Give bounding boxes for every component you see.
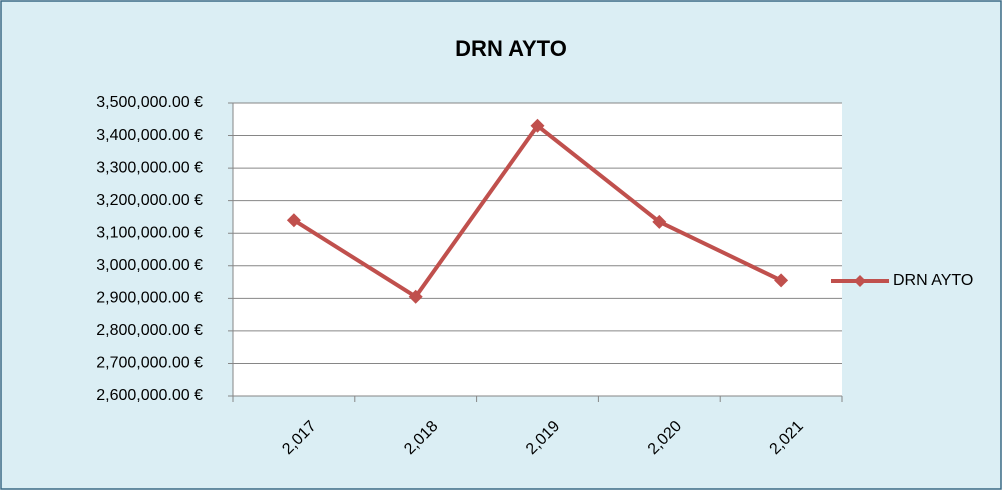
y-tick-label: 2,700,000.00 € xyxy=(96,355,203,372)
marker xyxy=(652,214,667,229)
marker xyxy=(774,273,789,288)
y-tick-label: 3,200,000.00 € xyxy=(96,192,203,209)
y-tick-label: 2,900,000.00 € xyxy=(96,290,203,307)
y-tick-label: 3,100,000.00 € xyxy=(96,224,203,241)
legend-marker xyxy=(854,275,866,287)
y-tick-label: 2,600,000.00 € xyxy=(96,387,203,404)
chart-title: DRN AYTO xyxy=(455,36,567,61)
marker xyxy=(408,289,423,304)
plot-area xyxy=(233,103,842,396)
y-tick-label: 3,400,000.00 € xyxy=(96,127,203,144)
y-tick-label: 3,300,000.00 € xyxy=(96,159,203,176)
y-tick-label: 3,500,000.00 € xyxy=(96,94,203,111)
marker xyxy=(530,118,545,133)
y-tick-label: 2,800,000.00 € xyxy=(96,322,203,339)
marker xyxy=(286,213,301,228)
y-tick-label: 3,000,000.00 € xyxy=(96,257,203,274)
legend-label: DRN AYTO xyxy=(893,272,973,289)
